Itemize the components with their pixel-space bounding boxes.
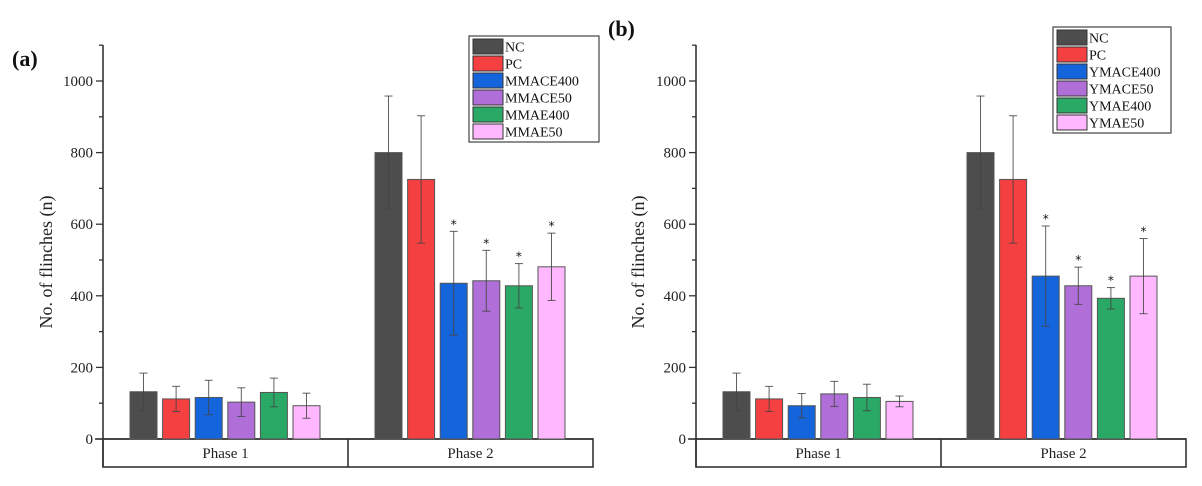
legend-label: PC <box>505 58 522 73</box>
category-label: Phase 1 <box>202 446 248 462</box>
category-label: Phase 2 <box>1040 446 1086 462</box>
legend-label: YMAE50 <box>1089 117 1144 132</box>
category-label: Phase 2 <box>447 446 493 462</box>
y-axis-title: No. of flinches (n) <box>628 196 649 329</box>
bar <box>885 400 914 440</box>
panel-label: (a) <box>12 46 38 71</box>
y-tick-label: 200 <box>664 360 687 376</box>
legend-label: MMAE400 <box>505 109 570 124</box>
y-tick-label: 800 <box>664 146 687 162</box>
y-tick-label: 600 <box>664 217 687 233</box>
legend-label: NC <box>505 41 524 56</box>
significance-star: * <box>516 250 522 264</box>
bar <box>504 285 533 440</box>
legend-label: MMACE50 <box>505 92 572 107</box>
legend-label: MMAE50 <box>505 126 563 141</box>
significance-star: * <box>1043 212 1049 226</box>
bar <box>1064 285 1093 440</box>
significance-star: * <box>1075 253 1081 267</box>
legend-label: MMACE400 <box>505 75 579 90</box>
y-tick-label: 200 <box>71 360 94 376</box>
y-tick-label: 0 <box>679 432 687 448</box>
y-tick-label: 800 <box>71 146 94 162</box>
legend-swatch <box>472 106 504 123</box>
legend-swatch <box>1056 114 1088 131</box>
chart-panel-a: (a) 0 200 400 600 800 1000 No. of flinches (n) P… <box>12 35 600 468</box>
legend-swatch <box>1056 63 1088 80</box>
legend-swatch <box>472 89 504 106</box>
legend-label: NC <box>1089 32 1108 47</box>
y-tick-label: 400 <box>71 289 94 305</box>
y-tick-label: 1000 <box>656 74 686 90</box>
legend-swatch <box>472 38 504 55</box>
panel-label: (b) <box>608 16 635 41</box>
y-tick-label: 0 <box>86 432 94 448</box>
legend-label: PC <box>1089 49 1106 64</box>
significance-star: * <box>483 236 489 250</box>
bar <box>1096 297 1125 440</box>
legend-swatch <box>1056 97 1088 114</box>
legend-swatch <box>472 72 504 89</box>
significance-star: * <box>549 219 555 233</box>
significance-star: * <box>451 217 457 231</box>
category-label: Phase 1 <box>795 446 841 462</box>
legend: NC PC MMACE400 MMACE50 MMAE400 MMAE50 <box>468 35 600 143</box>
legend-swatch <box>1056 29 1088 46</box>
legend-swatch <box>1056 80 1088 97</box>
legend-swatch <box>472 55 504 72</box>
y-tick-label: 400 <box>664 289 687 305</box>
significance-star: * <box>1141 225 1147 239</box>
y-tick-label: 1000 <box>63 74 93 90</box>
significance-star: * <box>1108 274 1114 288</box>
legend-label: YMAE400 <box>1089 100 1151 115</box>
legend-swatch <box>472 123 504 140</box>
y-tick-label: 600 <box>71 217 94 233</box>
legend-label: YMACE50 <box>1089 83 1154 98</box>
legend-label: YMACE400 <box>1089 66 1161 81</box>
y-axis-title: No. of flinches (n) <box>36 196 57 329</box>
chart-panel-b: (b) 0 200 400 600 800 1000 No. of flinches (n) P… <box>608 16 1187 468</box>
legend-swatch <box>1056 46 1088 63</box>
legend: NC PC YMACE400 YMACE50 YMAE400 YMAE50 <box>1052 26 1172 134</box>
